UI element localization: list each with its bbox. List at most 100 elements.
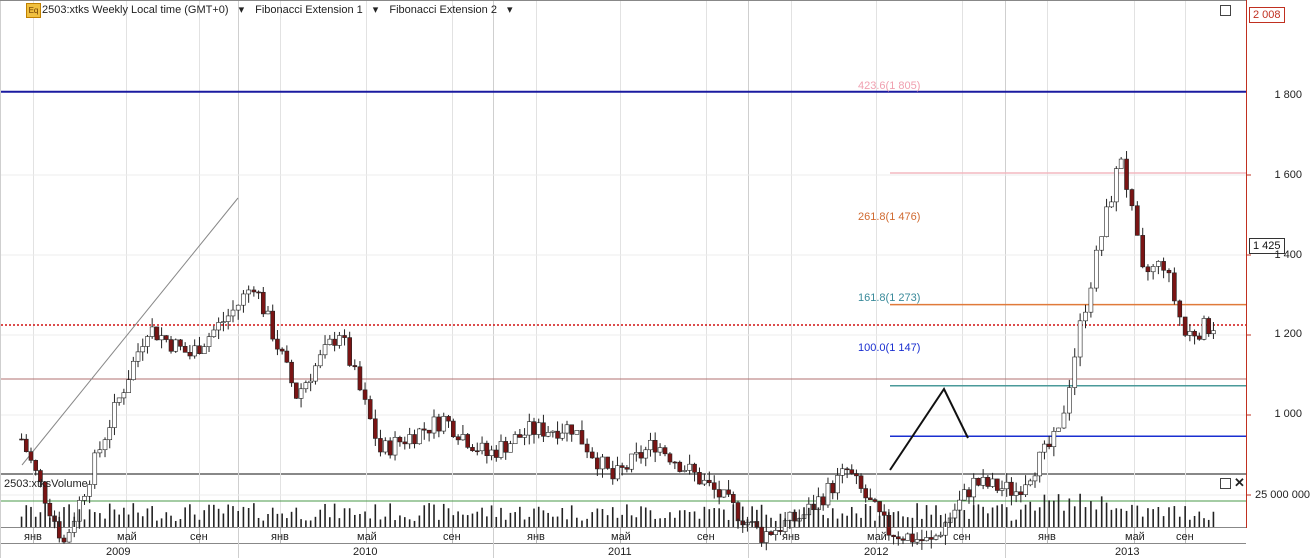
candle-up (615, 465, 620, 480)
candle-down (1182, 316, 1188, 336)
candle-down (426, 429, 432, 434)
candle-down (28, 451, 34, 461)
candle-up (550, 430, 556, 433)
month-label: сен (953, 531, 971, 543)
candle-up (1109, 201, 1114, 208)
candle-down (1161, 261, 1166, 271)
candle-down (451, 420, 456, 438)
candle-down (863, 488, 868, 499)
candle-down (357, 366, 363, 391)
candle-up (1118, 158, 1124, 169)
candle-up (914, 539, 920, 543)
month-label: сен (1176, 531, 1194, 543)
candle-down (275, 338, 280, 350)
current-price-tag: 1 425 (1249, 238, 1285, 254)
candle-down (677, 461, 683, 472)
candle-up (825, 483, 831, 506)
fib-level-label: 423.6(1 805) (858, 80, 921, 92)
candle-up (225, 315, 231, 322)
candle-up (1187, 331, 1193, 336)
candle-down (33, 460, 39, 471)
candle-up (1004, 481, 1010, 490)
candle-up (924, 537, 929, 542)
candle-down (168, 339, 174, 352)
candle-down (610, 468, 616, 480)
year-label: 2009 (106, 546, 131, 558)
candle-down (42, 481, 48, 504)
candle-up (559, 432, 565, 439)
candle-up (327, 338, 333, 345)
candle-up (201, 346, 207, 354)
candle-up (1150, 266, 1156, 273)
candle-up (211, 329, 217, 337)
candle-up (221, 321, 226, 323)
candle-down (624, 467, 630, 470)
candle-down (455, 436, 461, 441)
candle-down (994, 478, 1000, 491)
candle-down (667, 453, 673, 463)
candle-up (1061, 412, 1067, 429)
candle-down (402, 441, 408, 445)
month-label: янв (782, 531, 800, 543)
candle-up (629, 453, 634, 470)
candle-up (159, 335, 164, 341)
candle-down (484, 442, 490, 457)
indicator-fib-2[interactable]: Fibonacci Extension 2 (389, 4, 497, 16)
candle-up (512, 434, 518, 445)
volume-maximize-button[interactable] (1220, 478, 1231, 489)
candle-down (38, 470, 43, 483)
candle-up (961, 489, 967, 501)
candle-down (858, 475, 864, 489)
candle-up (298, 388, 304, 399)
candle-down (470, 447, 475, 452)
candle-up (1211, 330, 1216, 335)
candle-up (1088, 287, 1094, 313)
candle-up (840, 468, 845, 476)
candle-up (545, 432, 551, 437)
candle-down (555, 430, 560, 439)
candle-down (260, 291, 266, 315)
candle-down (465, 434, 470, 448)
candle-up (564, 424, 570, 434)
candle-down (1166, 269, 1172, 274)
maximize-button[interactable] (1220, 5, 1231, 16)
candle-up (957, 499, 962, 511)
price-axis-label: 1 000 (1274, 408, 1302, 420)
candle-up (265, 310, 271, 315)
candle-down (446, 416, 451, 422)
candle-up (107, 427, 113, 441)
candle-down (877, 501, 882, 513)
candle-up (140, 346, 146, 353)
app-logo-icon: Eq (26, 3, 41, 18)
candle-up (145, 336, 150, 347)
candle-down (342, 335, 347, 338)
candle-up (431, 416, 437, 434)
candle-down (919, 539, 925, 542)
indicator-fib-1[interactable]: Fibonacci Extension 1 (255, 4, 363, 16)
candle-up (536, 422, 542, 435)
candle-down (584, 443, 590, 453)
candle-up (600, 456, 605, 470)
candle-up (1056, 427, 1061, 432)
candle-down (652, 439, 658, 453)
candle-up (392, 437, 398, 456)
candle-up (1072, 356, 1078, 388)
fib-trend-line (21, 197, 239, 466)
candle-up (1113, 168, 1119, 203)
candle-up (441, 416, 447, 432)
candle-down (778, 530, 783, 532)
volume-axis-label: 25 000 000 (1255, 489, 1311, 501)
candle-up (1037, 451, 1043, 477)
candle-up (241, 293, 246, 306)
candle-up (702, 479, 707, 485)
chart-title[interactable]: 2503:xtks Weekly Local time (GMT+0) (42, 4, 229, 16)
candle-down (976, 477, 981, 486)
candle-up (574, 430, 580, 435)
close-icon[interactable]: ✕ (1234, 475, 1245, 490)
candle-up (773, 530, 779, 535)
candle-down (707, 479, 712, 484)
candle-down (352, 365, 358, 368)
candle-down (284, 350, 290, 363)
price-axis-label: 1 400 (1274, 249, 1302, 261)
